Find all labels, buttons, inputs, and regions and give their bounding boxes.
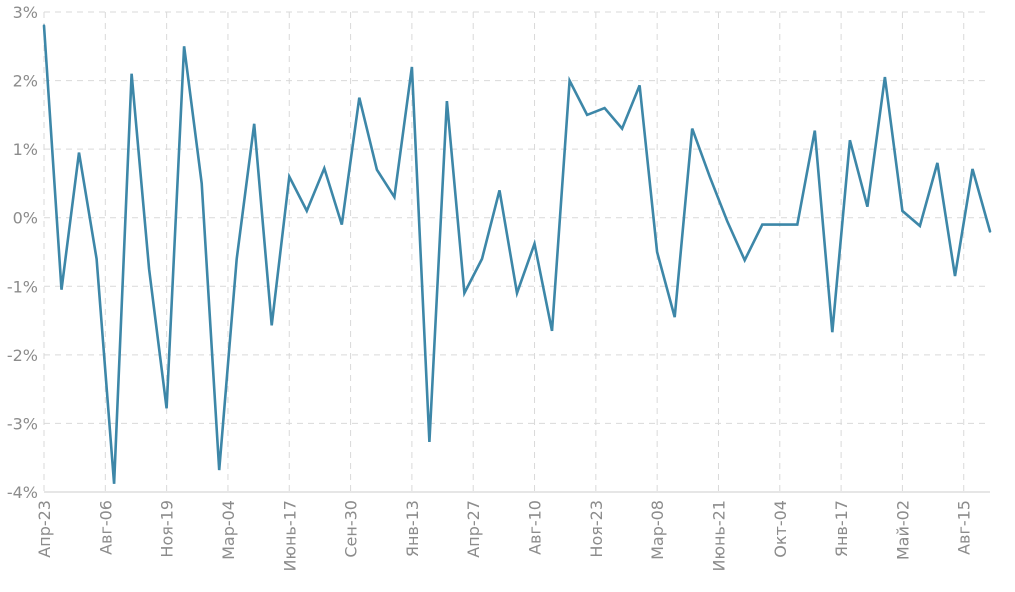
x-tick-label: Июнь-17 — [280, 500, 299, 571]
series-line — [42, 24, 992, 484]
x-tick-label: Мар-04 — [219, 500, 238, 560]
y-tick-label: 3% — [13, 3, 38, 22]
x-gridlines — [43, 12, 965, 492]
y-tick-label: -2% — [7, 346, 38, 365]
x-tick-label: Авг-06 — [96, 500, 115, 555]
x-tick-label: Янв-13 — [403, 500, 422, 557]
x-tick-label: Авг-10 — [526, 500, 545, 555]
x-tick-label: Сен-30 — [342, 500, 361, 558]
series-group — [42, 24, 992, 484]
y-tick-label: 0% — [13, 209, 38, 228]
x-tick-label: Июнь-21 — [709, 500, 728, 571]
x-tick-label: Апр-23 — [35, 500, 54, 558]
x-tick-label: Ноя-19 — [158, 500, 177, 558]
x-tick-label: Май-02 — [893, 500, 912, 560]
y-tick-label: -4% — [7, 483, 38, 502]
y-axis-tick-labels: -4% -3% -2% -1% 0% 1% 2% 3% — [7, 3, 38, 502]
y-tick-label: 2% — [13, 72, 38, 91]
x-axis-tick-labels: Апр-23 Авг-06 Ноя-19 Мар-04 Июнь-17 Сен-30 Янв… — [35, 500, 974, 571]
x-tick-label: Авг-15 — [955, 500, 974, 555]
y-gridlines — [44, 11, 990, 424]
y-tick-label: 1% — [13, 140, 38, 159]
y-tick-label: -1% — [7, 277, 38, 296]
x-tick-label: Ноя-23 — [587, 500, 606, 558]
y-tick-label: -3% — [7, 414, 38, 433]
x-tick-label: Апр-27 — [464, 500, 483, 558]
x-tick-label: Мар-08 — [648, 500, 667, 560]
x-tick-label: Окт-04 — [771, 500, 790, 558]
x-tick-label: Янв-17 — [832, 500, 851, 557]
